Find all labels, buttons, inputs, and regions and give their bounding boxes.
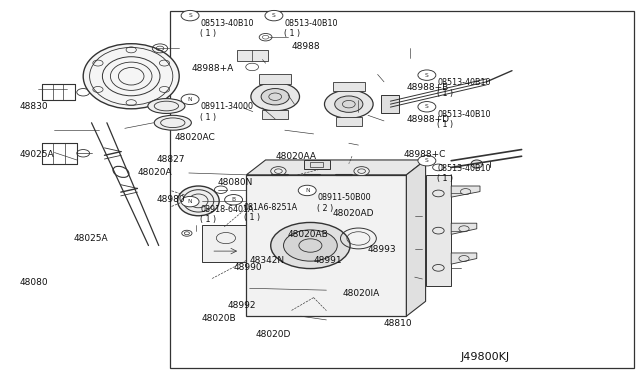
- Text: 48020D: 48020D: [256, 330, 291, 339]
- Text: 48020AB: 48020AB: [288, 230, 329, 239]
- Text: 08513-40B10
( 1 ): 08513-40B10 ( 1 ): [437, 164, 491, 183]
- Bar: [426, 175, 451, 286]
- Circle shape: [324, 90, 373, 118]
- Text: 48980: 48980: [157, 195, 186, 203]
- Text: 48993: 48993: [368, 245, 397, 254]
- Text: 081A6-8251A
( 1 ): 081A6-8251A ( 1 ): [244, 203, 298, 222]
- Text: 08513-40B10
( 1 ): 08513-40B10 ( 1 ): [437, 110, 491, 129]
- Text: 48080: 48080: [19, 278, 48, 287]
- Text: 08911-34000
( 1 ): 08911-34000 ( 1 ): [200, 102, 253, 122]
- Text: 48988+D: 48988+D: [406, 115, 449, 124]
- Ellipse shape: [148, 99, 185, 113]
- Bar: [304, 160, 330, 169]
- Bar: [262, 110, 288, 119]
- Bar: [237, 50, 268, 61]
- Text: 48020IA: 48020IA: [342, 289, 380, 298]
- Circle shape: [181, 10, 199, 21]
- Text: 48025A: 48025A: [74, 234, 108, 243]
- Circle shape: [181, 94, 199, 105]
- Text: 48988+B: 48988+B: [406, 83, 449, 92]
- Text: N: N: [188, 97, 193, 102]
- Text: 48991: 48991: [314, 256, 342, 265]
- Circle shape: [251, 83, 300, 111]
- Text: S: S: [425, 104, 429, 109]
- Text: S: S: [425, 158, 429, 163]
- Bar: [170, 11, 634, 368]
- Bar: [246, 175, 406, 316]
- Circle shape: [418, 70, 436, 80]
- Text: N: N: [305, 188, 310, 193]
- Text: 48830: 48830: [19, 102, 48, 110]
- Circle shape: [225, 195, 243, 205]
- Text: 48020AA: 48020AA: [275, 152, 316, 161]
- Text: 48080N: 48080N: [218, 178, 253, 187]
- Text: S: S: [272, 13, 276, 18]
- Bar: [202, 225, 250, 262]
- Circle shape: [354, 167, 369, 176]
- Text: 48020AD: 48020AD: [333, 209, 374, 218]
- Bar: [310, 162, 323, 167]
- Text: 48020B: 48020B: [202, 314, 236, 323]
- Text: 08911-50B00
( 2 ): 08911-50B00 ( 2 ): [317, 193, 371, 213]
- Polygon shape: [451, 223, 477, 234]
- Text: 08513-40B10
( 1 ): 08513-40B10 ( 1 ): [437, 78, 491, 97]
- Ellipse shape: [83, 44, 179, 109]
- Text: S: S: [425, 73, 429, 78]
- Text: 48988+C: 48988+C: [403, 150, 445, 159]
- Circle shape: [418, 155, 436, 166]
- Bar: [336, 117, 362, 126]
- Text: 48988: 48988: [291, 42, 320, 51]
- Text: 48020A: 48020A: [138, 169, 172, 177]
- Circle shape: [335, 96, 363, 112]
- Text: 48020AC: 48020AC: [175, 133, 216, 142]
- Circle shape: [271, 167, 286, 176]
- Text: 48827: 48827: [157, 155, 186, 164]
- Circle shape: [265, 10, 283, 21]
- Text: S: S: [188, 13, 192, 18]
- Ellipse shape: [471, 160, 483, 168]
- Circle shape: [298, 185, 316, 196]
- Text: B: B: [232, 197, 236, 202]
- Text: 49025A: 49025A: [19, 150, 54, 159]
- Text: 48988+A: 48988+A: [192, 64, 234, 73]
- Ellipse shape: [154, 115, 191, 130]
- Bar: [259, 74, 291, 84]
- Text: 48992: 48992: [227, 301, 256, 310]
- Ellipse shape: [178, 186, 220, 216]
- Circle shape: [261, 89, 289, 105]
- Circle shape: [181, 196, 199, 207]
- Text: 48810: 48810: [384, 319, 413, 328]
- Polygon shape: [246, 160, 426, 175]
- Text: 08918-6401A
( 1 ): 08918-6401A ( 1 ): [200, 205, 254, 224]
- Text: J49800KJ: J49800KJ: [461, 352, 510, 362]
- Text: N: N: [188, 199, 193, 204]
- Polygon shape: [451, 253, 477, 264]
- Circle shape: [284, 230, 337, 261]
- Text: 48342N: 48342N: [250, 256, 285, 265]
- Text: 48990: 48990: [234, 263, 262, 272]
- Polygon shape: [406, 160, 426, 316]
- Text: 08513-40B10
( 1 ): 08513-40B10 ( 1 ): [284, 19, 338, 38]
- Bar: [381, 95, 399, 113]
- Text: 08513-40B10
( 1 ): 08513-40B10 ( 1 ): [200, 19, 254, 38]
- Polygon shape: [451, 186, 480, 197]
- Bar: [333, 82, 365, 91]
- Circle shape: [418, 102, 436, 112]
- Circle shape: [271, 222, 350, 269]
